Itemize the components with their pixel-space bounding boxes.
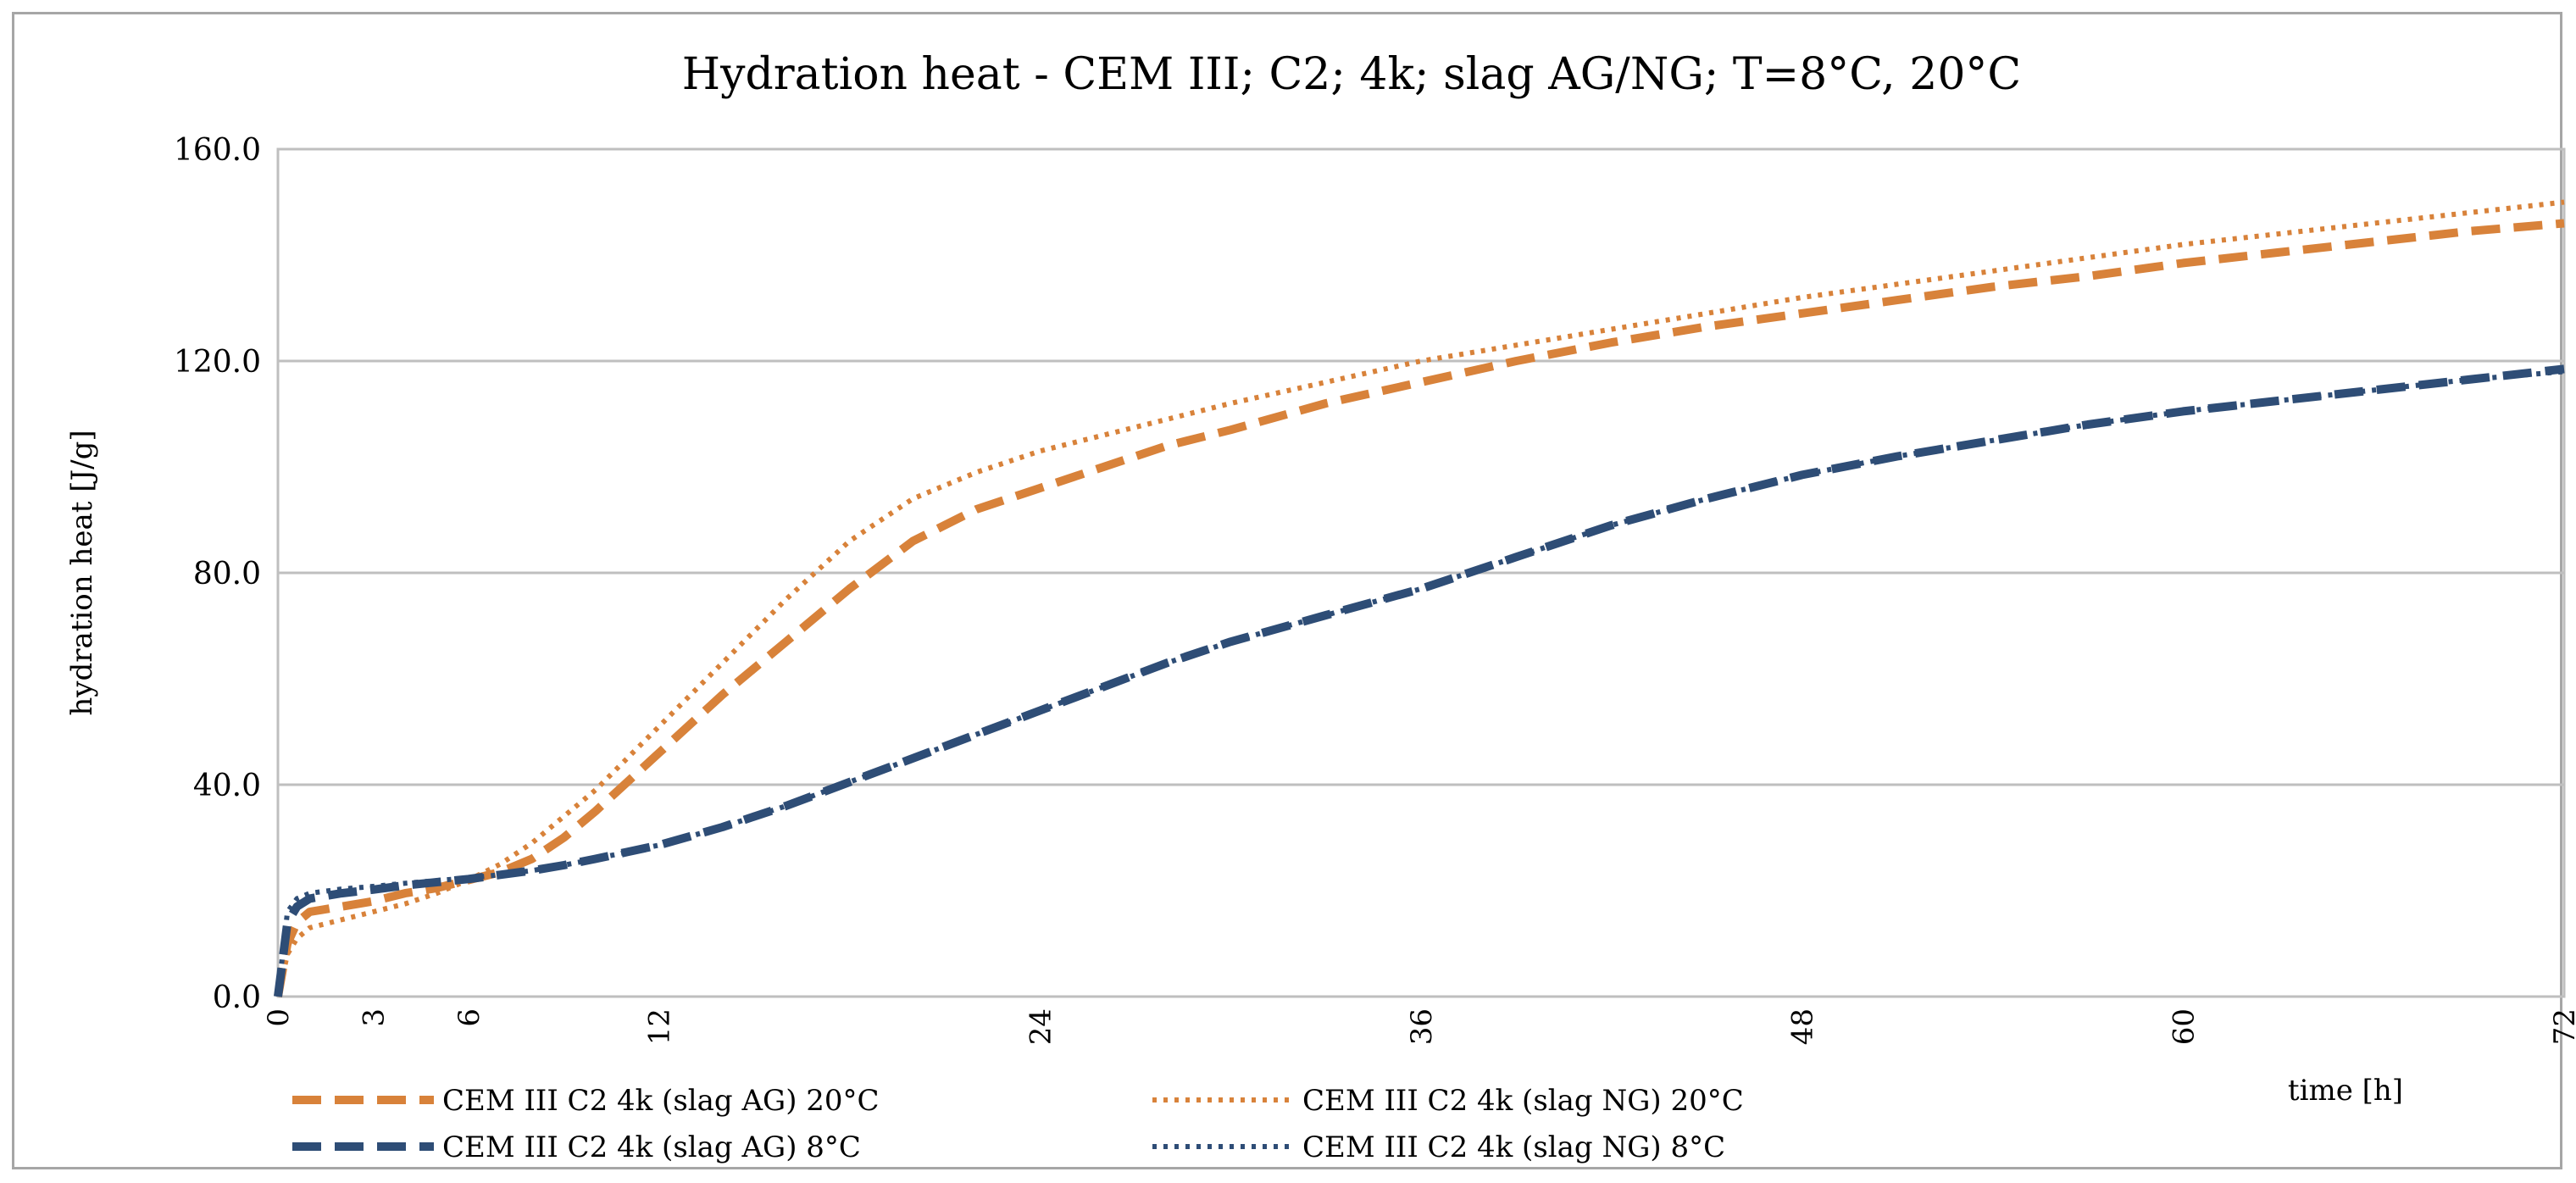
- y-tick-label: 80.0: [193, 557, 261, 592]
- x-tick-label: 48: [1786, 1008, 1820, 1045]
- series-line-1: [275, 199, 2565, 997]
- x-axis-label: time [h]: [2288, 1074, 2403, 1108]
- legend-label-ag-8: CEM III C2 4k (slag AG) 8°C: [442, 1130, 861, 1164]
- x-tick-label: 12: [643, 1008, 677, 1045]
- chart-frame: [12, 12, 2562, 1169]
- series-lines: [274, 199, 2565, 997]
- x-axis-ticks: 0 3 6 12 24 36 48 60 72: [262, 1008, 2576, 1045]
- y-axis-label: hydration heat [J/g]: [65, 430, 99, 715]
- legend-label-ag-20: CEM III C2 4k (slag AG) 20°C: [442, 1084, 880, 1118]
- series-line-0: [274, 219, 2565, 997]
- x-tick-label: 0: [262, 1008, 296, 1027]
- x-tick-label: 72: [2548, 1008, 2576, 1045]
- y-axis-ticks: 0.0 40.0 80.0 120.0 160.0: [174, 133, 261, 1015]
- x-tick-label: 24: [1024, 1008, 1058, 1045]
- x-tick-label: 36: [1405, 1008, 1439, 1045]
- legend-label-ng-20: CEM III C2 4k (slag NG) 20°C: [1302, 1084, 1744, 1118]
- gridlines: [278, 359, 2564, 786]
- legend-label-ng-8: CEM III C2 4k (slag NG) 8°C: [1302, 1130, 1725, 1164]
- chart-title: Hydration heat - CEM III; C2; 4k; slag A…: [682, 49, 2021, 100]
- y-tick-label: 160.0: [174, 133, 261, 168]
- plot-area-border: [276, 147, 2566, 998]
- series-line-3: [275, 369, 2565, 997]
- y-tick-label: 0.0: [213, 980, 261, 1015]
- y-tick-label: 120.0: [174, 345, 261, 380]
- legend: CEM III C2 4k (slag AG) 20°C CEM III C2 …: [292, 1084, 1744, 1164]
- y-tick-label: 40.0: [193, 769, 261, 803]
- series-line-2: [274, 364, 2565, 997]
- x-tick-label: 6: [452, 1008, 486, 1027]
- x-tick-label: 3: [357, 1008, 391, 1027]
- x-tick-label: 60: [2167, 1008, 2201, 1045]
